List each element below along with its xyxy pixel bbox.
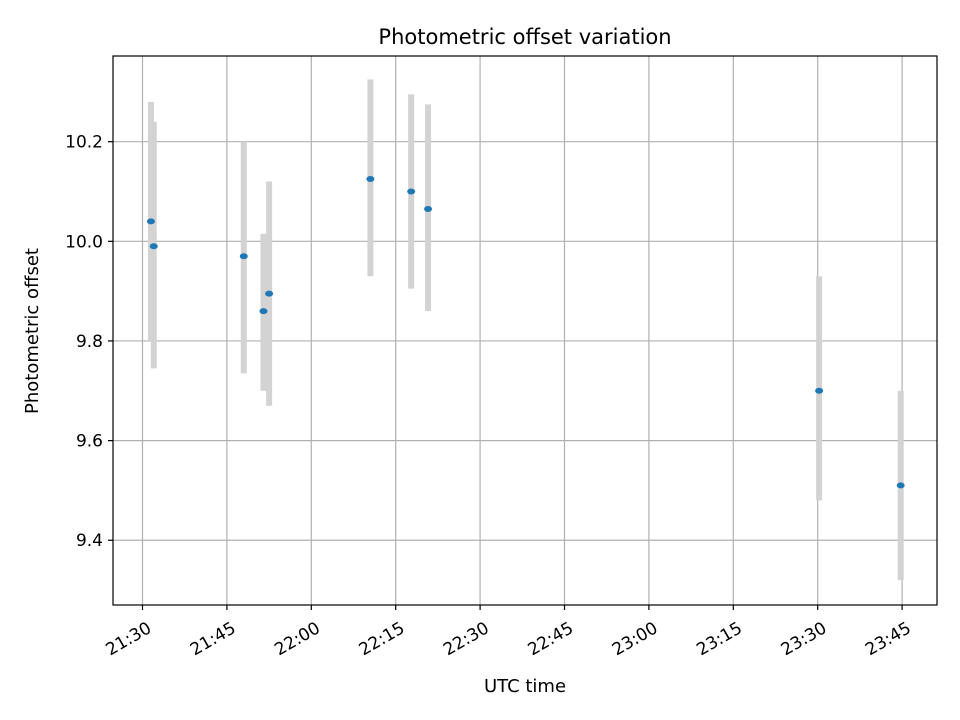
data-point [259,308,268,315]
y-tick-label: 9.6 [76,432,103,452]
point-layer [146,176,905,489]
data-point [366,176,375,183]
y-axis-title: Photometric offset [22,248,43,414]
plot-frame [112,55,938,606]
x-axis-title: UTC time [484,676,566,697]
data-point [265,290,274,297]
y-tick-label: 10.2 [65,133,103,153]
data-point [815,387,824,394]
data-point [239,253,248,260]
data-point [146,218,155,225]
data-point [407,188,416,195]
y-tick-label: 9.4 [76,531,103,551]
data-point [896,482,905,489]
data-point [424,205,433,212]
y-tick-label: 9.8 [76,332,103,352]
y-tick-label: 10.0 [65,232,103,252]
chart-title: Photometric offset variation [378,25,671,49]
data-point [149,243,158,250]
